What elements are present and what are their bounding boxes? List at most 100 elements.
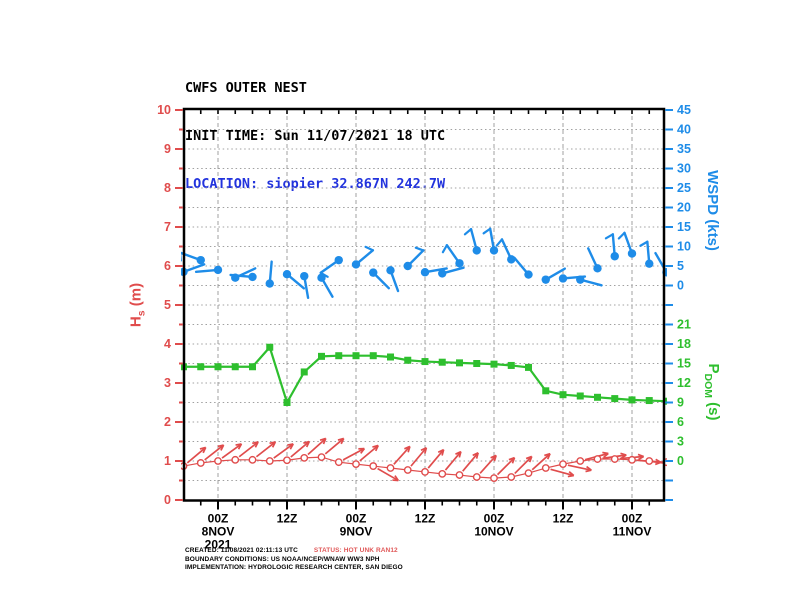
wind-barb bbox=[482, 227, 499, 255]
wind-barb bbox=[463, 227, 481, 255]
pdom-point bbox=[628, 396, 636, 404]
hs-direction-arrow bbox=[238, 441, 259, 458]
wind-barb bbox=[617, 231, 637, 258]
time-axis-ticks bbox=[199, 110, 651, 510]
svg-text:10: 10 bbox=[677, 240, 691, 254]
init-time: INIT TIME: Sun 11/07/2021 18 UTC bbox=[185, 128, 446, 144]
pdom-point bbox=[542, 387, 550, 395]
pdom-point bbox=[559, 391, 567, 399]
hs-direction-arrow bbox=[393, 445, 411, 465]
svg-text:21: 21 bbox=[677, 318, 691, 332]
svg-text:11NOV: 11NOV bbox=[613, 525, 652, 539]
pdom-point bbox=[611, 395, 619, 403]
hs-point bbox=[248, 455, 257, 464]
pdom-point bbox=[525, 363, 532, 371]
hs-direction-arrow bbox=[410, 446, 428, 467]
hs-direction-arrow bbox=[255, 441, 277, 458]
svg-text:6: 6 bbox=[677, 415, 684, 429]
hs-direction-arrow bbox=[514, 455, 533, 475]
svg-text:9NOV: 9NOV bbox=[340, 525, 373, 539]
hs-direction-arrow bbox=[324, 437, 345, 455]
hs-direction-arrow bbox=[342, 447, 366, 461]
svg-text:0: 0 bbox=[164, 493, 171, 507]
pdom-point bbox=[594, 393, 601, 401]
pdom-point bbox=[335, 352, 343, 360]
svg-text:5: 5 bbox=[677, 259, 684, 273]
hs-point bbox=[403, 466, 412, 474]
hs-direction-arrow bbox=[427, 448, 445, 469]
pdom-point bbox=[404, 356, 412, 364]
svg-text:0: 0 bbox=[677, 454, 684, 468]
hs-direction-arrow bbox=[479, 454, 497, 474]
svg-text:8NOV: 8NOV bbox=[202, 525, 235, 539]
svg-text:3: 3 bbox=[164, 376, 171, 390]
hs-point bbox=[352, 460, 360, 469]
wind-barb bbox=[495, 238, 516, 264]
hs-point bbox=[265, 457, 274, 465]
wind-barb bbox=[369, 268, 391, 290]
hs-point bbox=[196, 459, 205, 467]
hs-point bbox=[472, 473, 481, 481]
svg-text:9: 9 bbox=[164, 142, 171, 156]
pdom-point bbox=[300, 368, 308, 376]
wind-barb bbox=[229, 272, 257, 282]
svg-text:00Z: 00Z bbox=[208, 512, 229, 526]
wind-barb bbox=[541, 267, 567, 284]
pdom-point bbox=[438, 358, 446, 366]
hs-point bbox=[334, 458, 343, 467]
hs-point bbox=[283, 456, 291, 465]
hs-point bbox=[645, 457, 654, 465]
pdom-series bbox=[181, 343, 667, 406]
svg-text:35: 35 bbox=[677, 142, 691, 156]
hs-point bbox=[541, 464, 550, 472]
hs-point bbox=[317, 453, 326, 461]
pdom-point bbox=[369, 352, 377, 360]
hs-point bbox=[214, 457, 222, 465]
wind-barb bbox=[438, 266, 465, 278]
hs-point bbox=[507, 473, 516, 481]
svg-text:7: 7 bbox=[164, 220, 171, 234]
wind-barb bbox=[386, 266, 400, 293]
svg-text:18: 18 bbox=[677, 337, 691, 351]
svg-text:10: 10 bbox=[157, 103, 171, 117]
svg-text:00Z: 00Z bbox=[622, 512, 643, 526]
hs-point bbox=[231, 455, 240, 464]
status-text: STATUS: HOT UNK RAN12 bbox=[313, 547, 398, 554]
svg-text:5: 5 bbox=[164, 298, 171, 312]
hs-direction-arrow bbox=[221, 443, 243, 459]
svg-text:12Z: 12Z bbox=[553, 512, 574, 526]
hs-direction-arrow bbox=[531, 452, 551, 471]
wind-barb bbox=[194, 265, 223, 275]
hs-point bbox=[438, 469, 447, 478]
svg-text:00Z: 00Z bbox=[484, 512, 505, 526]
wspd-series bbox=[181, 227, 667, 300]
hs-point bbox=[576, 457, 585, 465]
pdom-point bbox=[421, 358, 429, 366]
pdom-point bbox=[197, 363, 205, 371]
svg-text:2: 2 bbox=[164, 415, 171, 429]
wind-barb bbox=[403, 246, 425, 271]
pdom-point bbox=[266, 343, 274, 351]
pdom-point bbox=[645, 397, 653, 405]
footer-created-status: CREATED: 11/08/2021 02:11:13 UTC STATUS: … bbox=[185, 547, 398, 556]
hs-direction-arrow bbox=[290, 440, 310, 458]
horizontal-gridlines bbox=[184, 129, 664, 481]
wind-barb bbox=[576, 275, 603, 287]
pdom-point bbox=[231, 363, 239, 371]
wind-barb bbox=[319, 255, 343, 278]
hs-point bbox=[559, 460, 567, 469]
hs-point bbox=[524, 469, 533, 477]
hs-point bbox=[610, 455, 619, 463]
wind-barb bbox=[587, 247, 602, 273]
pdom-point bbox=[473, 360, 481, 367]
wind-barb bbox=[639, 240, 654, 268]
wind-barb bbox=[441, 244, 464, 268]
pdom-point bbox=[214, 363, 222, 371]
hs-direction-arrow bbox=[377, 467, 400, 482]
hs-point bbox=[386, 464, 395, 472]
hs-point bbox=[490, 474, 498, 483]
svg-text:40: 40 bbox=[677, 123, 691, 137]
created-text: CREATED: 11/08/2021 02:11:13 UTC bbox=[185, 547, 298, 554]
